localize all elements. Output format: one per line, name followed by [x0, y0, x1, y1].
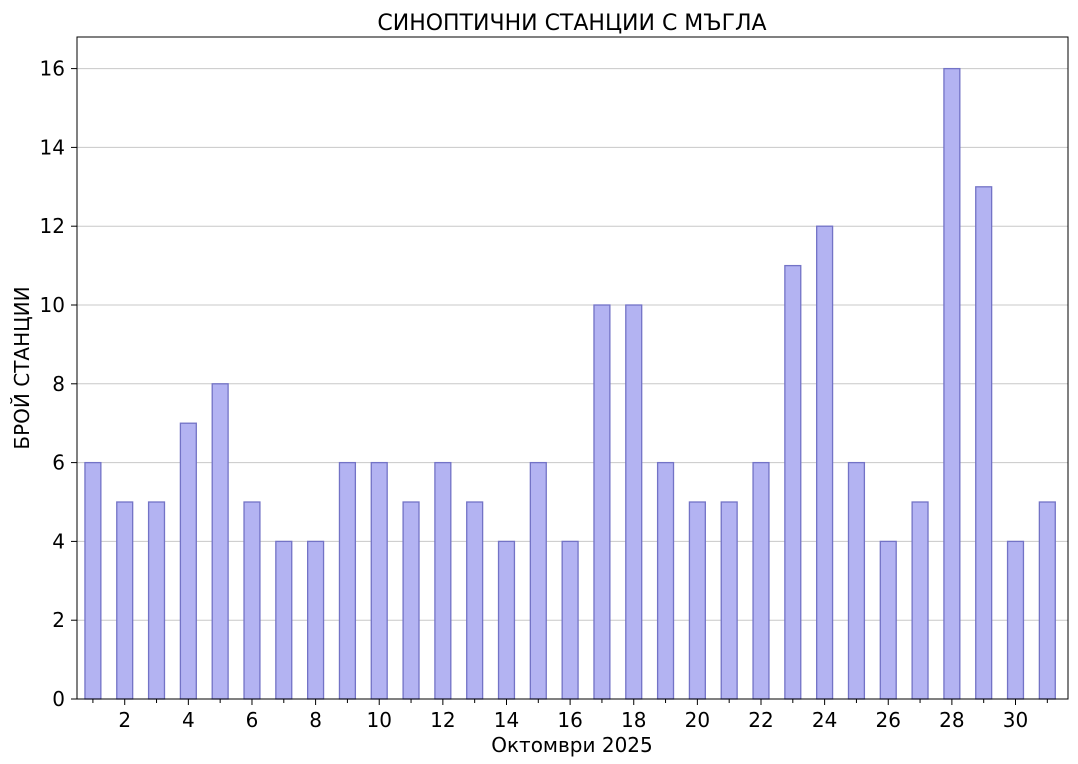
y-tick-label: 10 [40, 293, 65, 317]
bar [879, 540, 897, 700]
x-tick-label: 24 [812, 708, 837, 732]
bar [84, 461, 102, 700]
bar [370, 461, 388, 700]
y-tick-label: 2 [52, 608, 65, 632]
bar [497, 540, 516, 700]
x-tick-label: 4 [182, 708, 195, 732]
bar [975, 186, 993, 700]
gridlines [77, 68, 1068, 621]
x-tick-label: 18 [621, 708, 646, 732]
bar [307, 540, 325, 700]
x-tick-label: 12 [430, 708, 455, 732]
x-tick-label: 8 [309, 708, 322, 732]
x-tick-label: 16 [557, 708, 582, 732]
bar [211, 383, 229, 700]
x-axis-label: Октомври 2025 [491, 733, 653, 757]
bar [434, 461, 452, 700]
bar [816, 225, 834, 700]
bar [466, 501, 484, 700]
bar [911, 501, 929, 700]
bar [561, 540, 579, 700]
x-tick-label: 2 [118, 708, 131, 732]
bar [147, 501, 166, 700]
bar [529, 461, 547, 700]
bar [688, 501, 706, 700]
bar [752, 461, 770, 700]
bar [593, 304, 611, 700]
x-tick-label: 6 [246, 708, 259, 732]
bar [243, 501, 261, 700]
bar [338, 461, 357, 700]
bar [1038, 501, 1056, 700]
y-axis: 0 2 4 6 8 10 12 14 16 [40, 57, 77, 711]
y-tick-label: 6 [52, 451, 65, 475]
bar [720, 501, 738, 700]
y-tick-label: 14 [40, 135, 65, 159]
bar [179, 422, 197, 700]
chart-title: СИНОПТИЧНИ СТАНЦИИ С МЪГЛА [377, 11, 766, 36]
x-tick-label: 28 [939, 708, 964, 732]
bar [1006, 540, 1025, 700]
x-tick-label: 22 [748, 708, 773, 732]
bar [656, 461, 675, 700]
bar [784, 264, 802, 700]
bar [847, 461, 866, 700]
y-tick-label: 4 [52, 529, 65, 553]
bar [943, 67, 961, 700]
x-tick-label: 14 [494, 708, 519, 732]
y-tick-label: 8 [52, 372, 65, 396]
x-tick-label: 20 [685, 708, 710, 732]
bar [116, 501, 134, 700]
bar [402, 501, 420, 700]
x-tick-label: 26 [876, 708, 901, 732]
x-tick-label: 10 [367, 708, 392, 732]
y-axis-label: БРОЙ СТАНЦИИ [10, 286, 34, 449]
x-tick-label: 30 [1003, 708, 1028, 732]
plot-frame [76, 36, 1069, 700]
y-tick-label: 0 [52, 687, 65, 711]
bar [275, 540, 293, 700]
y-tick-label: 12 [40, 214, 65, 238]
x-axis: 2 4 6 8 10 12 14 16 18 20 22 24 26 28 30 [92, 699, 1048, 732]
y-tick-label: 16 [40, 57, 65, 81]
bar [625, 304, 643, 700]
